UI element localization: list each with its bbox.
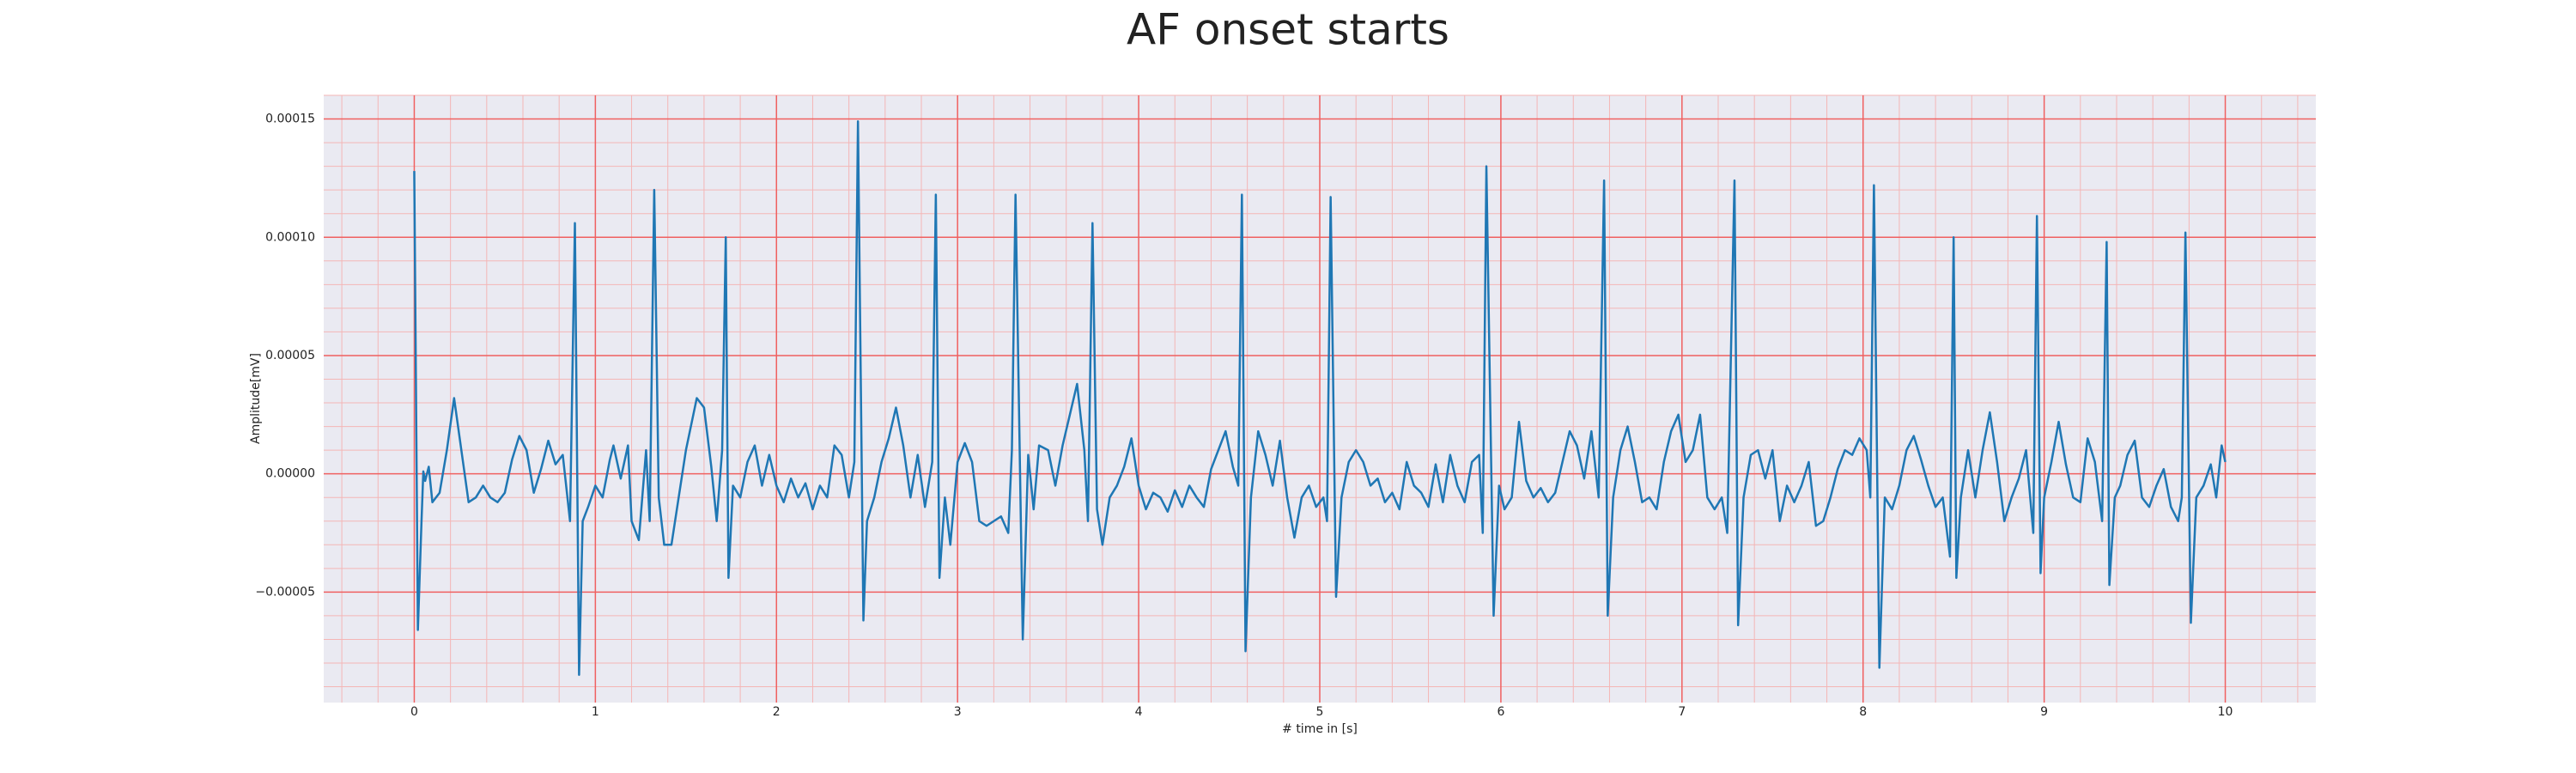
x-axis-label: # time in [s] [1282,722,1358,736]
x-tick-label: 1 [592,705,599,719]
y-axis-label: Amplitude[mV] [249,353,263,444]
x-tick-label: 10 [2218,705,2233,719]
x-tick-label: 6 [1497,705,1504,719]
x-tick-label: 3 [954,705,962,719]
x-tick-label: 9 [2040,705,2048,719]
x-tick-label: 0 [410,705,418,719]
y-tick-label: 0.00010 [265,230,315,244]
y-tick-label: −0.00005 [255,585,315,599]
y-tick-label: 0.00005 [265,349,315,362]
labels: 0 1 2 3 4 5 6 7 8 9 10 −0.00005 0.00000 0.00005 0.0001… [255,113,2233,719]
y-tick-label: 0.00000 [265,467,315,481]
chart-title: AF onset starts [1127,5,1449,55]
y-tick-label: 0.00015 [265,113,315,126]
x-tick-label: 2 [773,705,781,719]
ecg-line [413,120,2227,677]
x-tick-label: 5 [1316,705,1324,719]
x-tick-label: 8 [1859,705,1867,719]
marks [413,120,2227,677]
x-tick-label: 4 [1135,705,1143,719]
x-tick-label: 7 [1678,705,1686,719]
